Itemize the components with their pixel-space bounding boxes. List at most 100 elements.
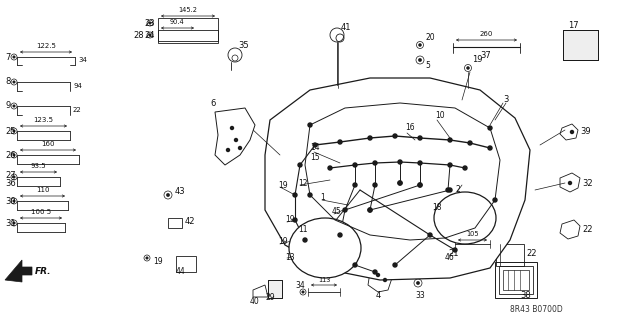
Circle shape: [418, 136, 422, 140]
Bar: [158, 18, 218, 43]
Circle shape: [368, 136, 372, 140]
Circle shape: [308, 123, 312, 127]
Circle shape: [448, 188, 452, 192]
Circle shape: [376, 273, 380, 277]
Text: 16: 16: [405, 123, 415, 132]
Text: 25: 25: [5, 127, 15, 136]
Bar: [495, 262, 537, 298]
Text: 26: 26: [5, 151, 15, 160]
Polygon shape: [560, 220, 580, 239]
Text: 22: 22: [582, 226, 593, 234]
Text: 8: 8: [5, 78, 10, 86]
Text: 31: 31: [5, 219, 15, 227]
Text: 122.5: 122.5: [36, 43, 56, 49]
Text: 46: 46: [445, 254, 455, 263]
Bar: [563, 30, 598, 60]
Circle shape: [570, 130, 573, 133]
Circle shape: [234, 138, 237, 142]
Text: 38: 38: [520, 291, 531, 300]
Text: 160: 160: [41, 142, 55, 147]
Text: 41: 41: [341, 24, 351, 33]
Text: FR.: FR.: [35, 266, 51, 276]
Bar: [268, 280, 282, 298]
Polygon shape: [368, 268, 392, 292]
Text: 20: 20: [425, 33, 435, 42]
Text: 35: 35: [238, 41, 248, 49]
Text: 34: 34: [295, 280, 305, 290]
Text: 44: 44: [175, 268, 185, 277]
Text: 110: 110: [36, 188, 49, 194]
Circle shape: [338, 233, 342, 237]
Circle shape: [393, 263, 397, 267]
Circle shape: [467, 67, 469, 70]
Circle shape: [419, 44, 421, 46]
Text: 33: 33: [415, 292, 425, 300]
Circle shape: [488, 126, 492, 130]
Text: 37: 37: [480, 51, 491, 61]
Circle shape: [438, 263, 442, 266]
Circle shape: [328, 166, 332, 170]
Text: 15: 15: [310, 152, 319, 161]
Polygon shape: [215, 108, 255, 165]
Text: 19: 19: [153, 257, 163, 266]
Polygon shape: [560, 124, 578, 140]
Text: 100 5: 100 5: [31, 210, 51, 216]
Text: 113: 113: [318, 277, 330, 283]
Ellipse shape: [289, 218, 361, 278]
Polygon shape: [265, 78, 530, 280]
Text: 19: 19: [285, 216, 294, 225]
Circle shape: [418, 183, 422, 187]
Text: 145.2: 145.2: [179, 8, 198, 13]
Circle shape: [398, 181, 402, 185]
Circle shape: [393, 134, 397, 138]
Polygon shape: [560, 173, 580, 192]
Text: 260: 260: [480, 32, 493, 38]
Circle shape: [368, 208, 372, 212]
Text: 32: 32: [582, 179, 593, 188]
Bar: [496, 244, 524, 266]
Text: 17: 17: [568, 20, 579, 29]
Text: 93.5: 93.5: [31, 164, 46, 169]
Text: 27: 27: [5, 170, 15, 180]
Circle shape: [149, 22, 151, 24]
Text: 4: 4: [376, 291, 381, 300]
Circle shape: [373, 183, 377, 187]
Text: 2: 2: [455, 186, 460, 195]
Text: 1: 1: [320, 194, 324, 203]
Text: 9: 9: [5, 101, 10, 110]
Circle shape: [313, 143, 317, 147]
Text: 24: 24: [145, 31, 155, 40]
Text: 30: 30: [5, 197, 15, 205]
Text: 45: 45: [332, 207, 342, 217]
Text: 42: 42: [185, 218, 195, 226]
Text: 7: 7: [5, 53, 10, 62]
Circle shape: [298, 163, 302, 167]
Text: 21: 21: [448, 249, 458, 258]
Bar: [563, 30, 598, 60]
Text: 22: 22: [73, 107, 82, 113]
Circle shape: [303, 238, 307, 242]
Bar: [168, 218, 182, 228]
Circle shape: [398, 160, 402, 164]
Bar: [176, 256, 196, 272]
Text: 90.4: 90.4: [170, 19, 185, 26]
Circle shape: [13, 222, 15, 224]
Text: 19: 19: [278, 238, 287, 247]
Circle shape: [368, 208, 372, 212]
Circle shape: [146, 257, 148, 259]
Circle shape: [493, 198, 497, 202]
Circle shape: [353, 183, 357, 187]
Circle shape: [149, 34, 151, 36]
Circle shape: [488, 146, 492, 150]
Text: 28: 28: [133, 31, 144, 40]
Circle shape: [166, 193, 170, 197]
Circle shape: [373, 161, 377, 165]
Text: 23: 23: [145, 19, 155, 27]
Circle shape: [293, 218, 297, 222]
Bar: [268, 280, 282, 298]
Circle shape: [418, 183, 422, 187]
Ellipse shape: [434, 192, 496, 244]
Circle shape: [338, 140, 342, 144]
Circle shape: [418, 161, 422, 165]
Bar: [499, 266, 533, 294]
